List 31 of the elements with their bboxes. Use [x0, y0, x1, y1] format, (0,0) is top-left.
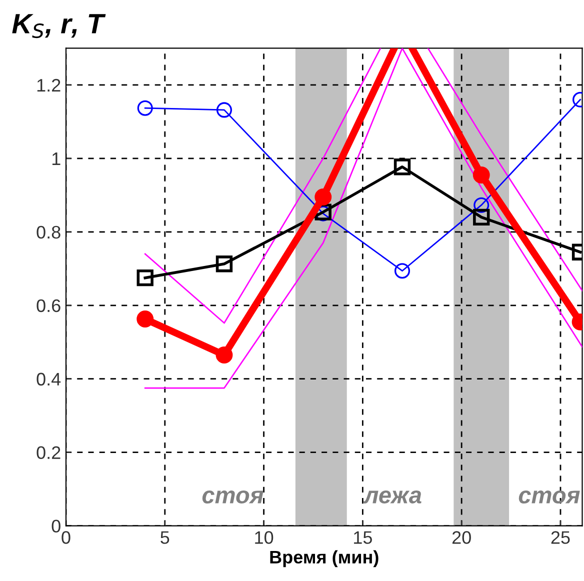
point	[394, 263, 410, 279]
point	[136, 310, 154, 328]
annotation: стоя	[518, 490, 580, 504]
x-tick-label: 20	[452, 531, 471, 544]
annotation: стоя	[202, 490, 264, 504]
x-tick-label: 5	[160, 531, 170, 544]
line-series	[144, 48, 382, 324]
y-tick-label: 0.2	[36, 446, 60, 460]
x-tick-label: 25	[551, 531, 570, 544]
point	[314, 188, 332, 206]
point	[473, 208, 490, 226]
annotation: лежа	[363, 490, 422, 504]
point	[394, 158, 411, 176]
chart-title: K$_{S}$, r, T	[12, 14, 106, 38]
x-axis-title: Время (мин)	[270, 550, 378, 568]
point	[216, 346, 233, 364]
x-tick-label: 15	[354, 531, 372, 544]
y-tick-label: 0.6	[36, 299, 60, 312]
point	[474, 197, 490, 213]
y-tick-label: 1	[52, 152, 60, 165]
y-tick-label: 0	[52, 520, 60, 533]
y-tick-label: 1.2	[37, 78, 60, 92]
x-tick-label: 10	[255, 531, 274, 544]
point	[137, 100, 153, 116]
point	[216, 256, 233, 272]
x-tick-label: 0	[62, 531, 70, 544]
point	[472, 166, 490, 184]
point	[136, 269, 154, 286]
y-tick-label: 0.4	[36, 372, 61, 386]
y-tick-label: 0.8	[36, 226, 60, 239]
point	[216, 102, 232, 118]
